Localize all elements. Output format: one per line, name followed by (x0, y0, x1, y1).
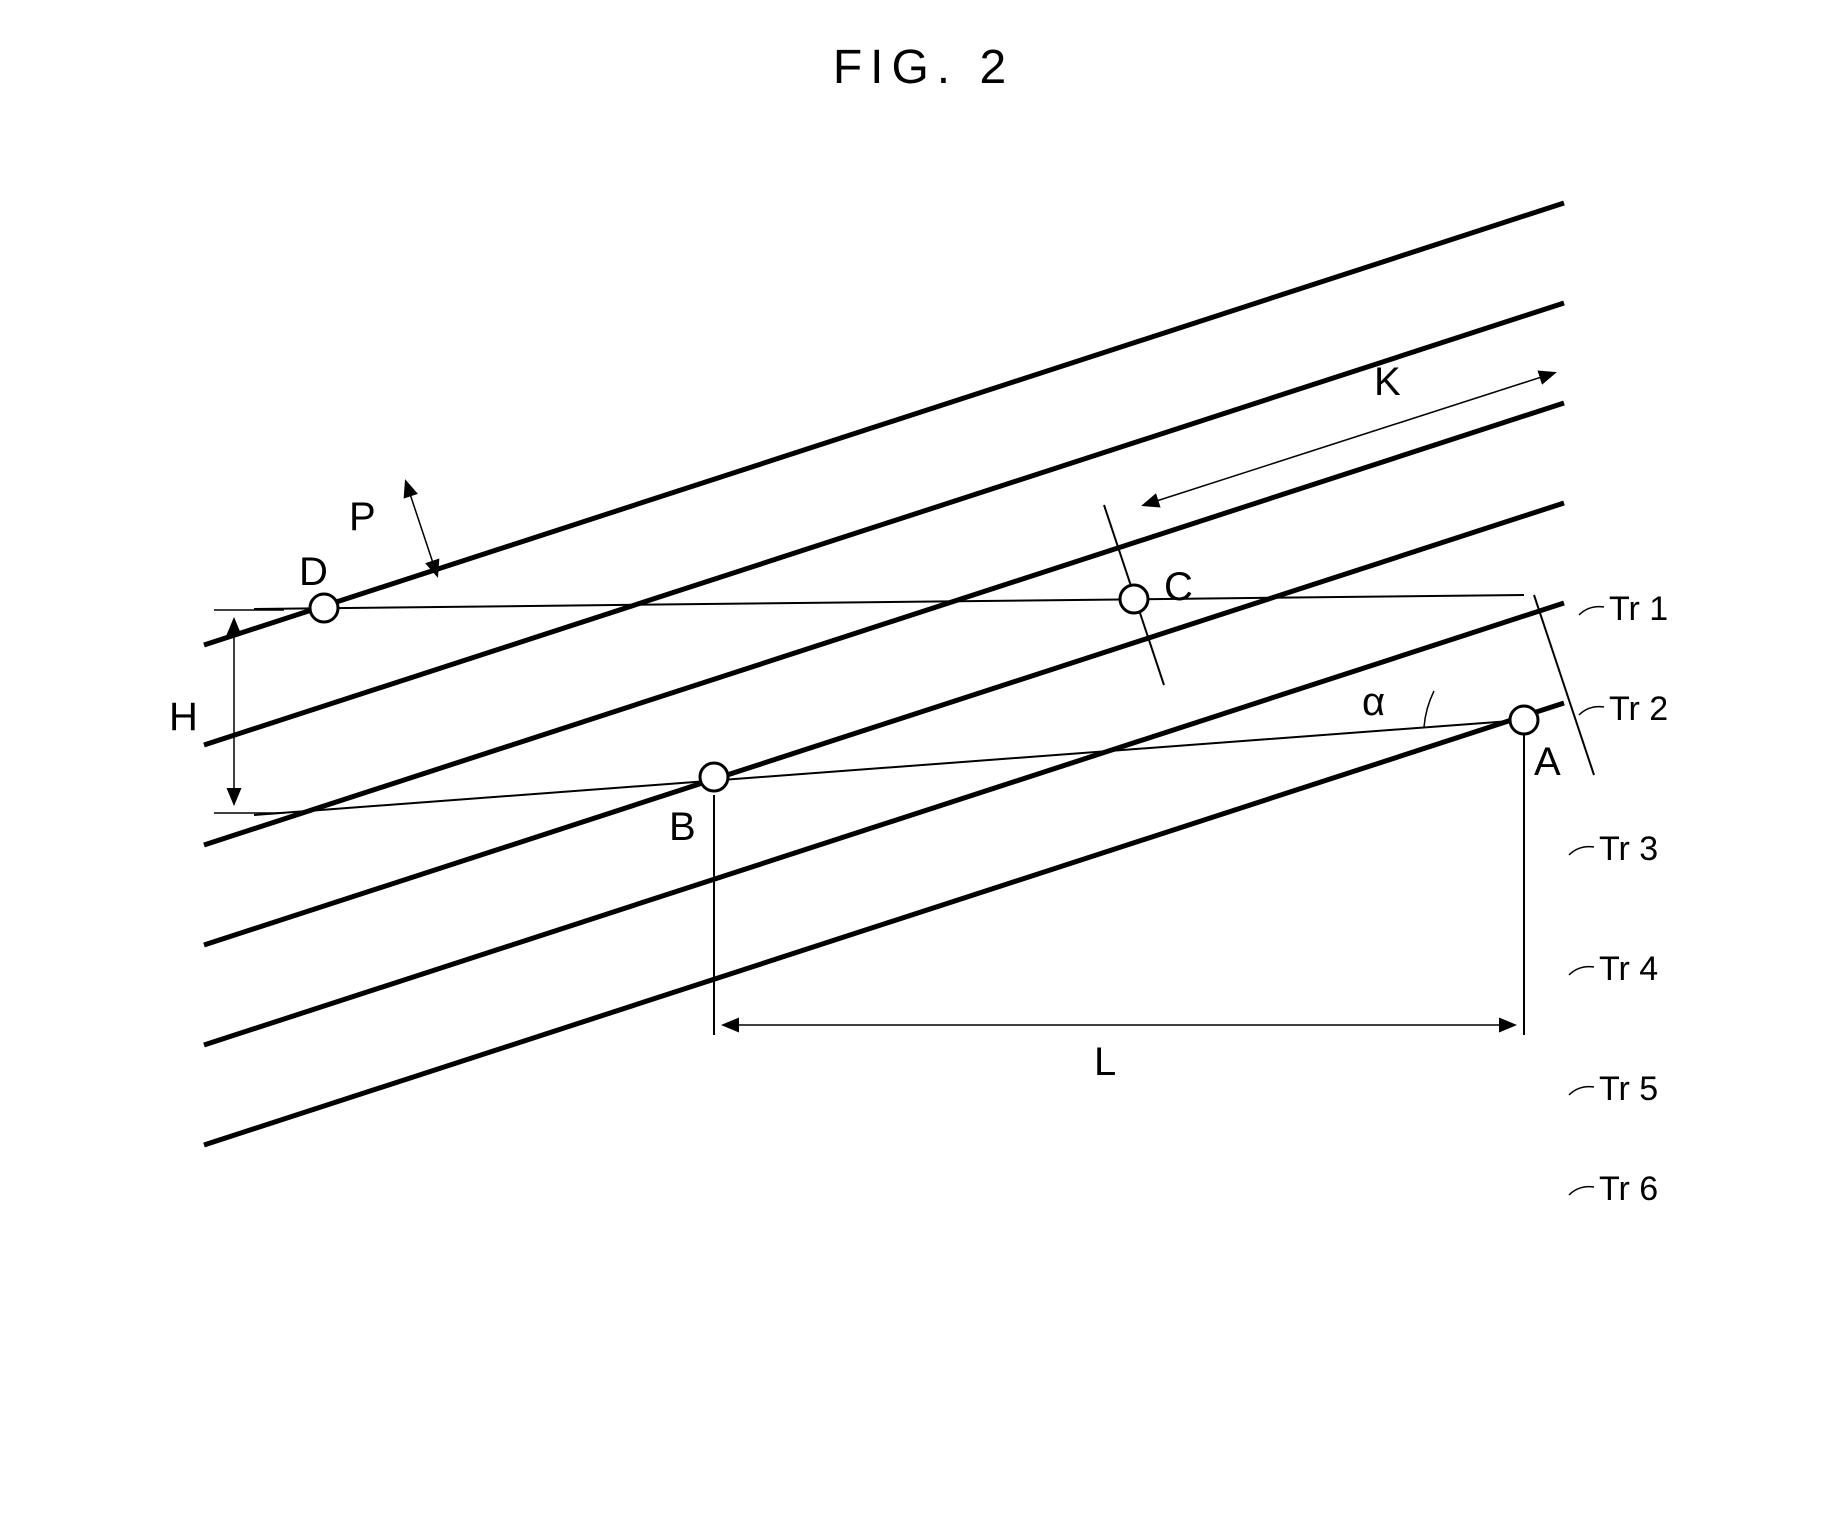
point-A (1510, 706, 1538, 734)
tr-label-6: Tr 6 (1599, 1170, 1658, 1208)
tr-label-3: Tr 3 (1599, 830, 1658, 868)
label-H: H (169, 695, 198, 739)
diagram: K P H L α Tr 1 Tr 2 Tr 3 Tr 4 Tr 5 Tr 6 … (124, 155, 1724, 1255)
track-line-2 (204, 303, 1564, 745)
angle-alpha (1424, 691, 1434, 727)
point-C (1120, 585, 1148, 613)
label-K: K (1374, 360, 1401, 404)
track-line-5 (204, 603, 1564, 1045)
diagram-svg: K P H L α Tr 1 Tr 2 Tr 3 Tr 4 Tr 5 Tr 6 … (124, 155, 1724, 1255)
point-D (310, 594, 338, 622)
tr5-leader (1569, 1087, 1594, 1095)
dim-P (406, 482, 437, 575)
line-DC (254, 595, 1524, 609)
figure-title: FIG. 2 (40, 40, 1807, 95)
tr4-leader (1569, 967, 1594, 975)
label-P: P (349, 495, 376, 539)
tr3-leader (1569, 847, 1594, 855)
label-D: D (299, 550, 328, 594)
tr-label-1: Tr 1 (1609, 590, 1668, 628)
point-B (700, 763, 728, 791)
tr-label-5: Tr 5 (1599, 1070, 1658, 1108)
tr-label-2: Tr 2 (1609, 690, 1668, 728)
track-line-1 (204, 203, 1564, 645)
label-L: L (1094, 1040, 1116, 1084)
tr2-leader (1579, 707, 1604, 715)
track-line-6 (204, 703, 1564, 1145)
label-C: C (1164, 565, 1193, 609)
tr1-leader (1579, 607, 1604, 615)
tr6-leader (1569, 1187, 1594, 1195)
track-line-4 (204, 503, 1564, 945)
label-A: A (1534, 740, 1561, 784)
tr-label-4: Tr 4 (1599, 950, 1658, 988)
dim-K (1144, 373, 1554, 505)
label-B: B (669, 805, 696, 849)
track-line-3 (204, 403, 1564, 845)
label-alpha: α (1362, 680, 1385, 724)
